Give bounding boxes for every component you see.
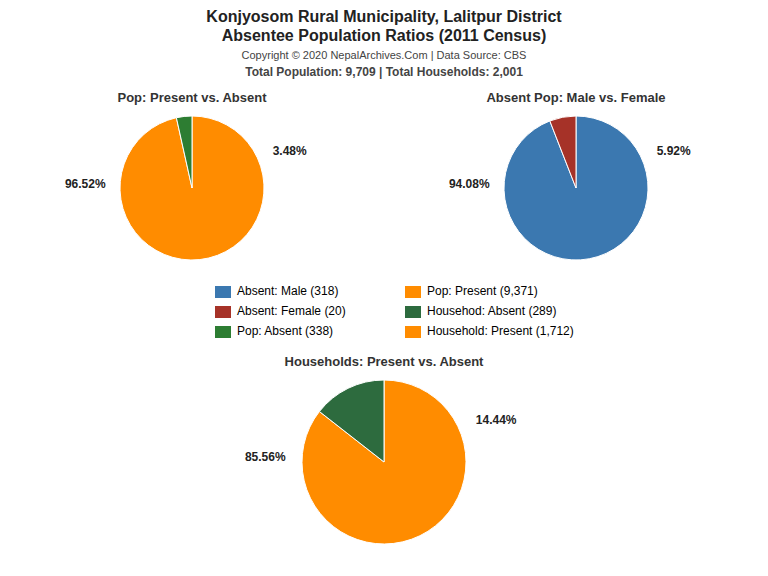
- legend-label: Househod: Absent (289): [427, 304, 556, 318]
- pie-chart: Pop: Present vs. Absent 96.52% 3.48%: [65, 90, 307, 260]
- pie-slice: [550, 116, 576, 188]
- chart-title: Pop: Present vs. Absent: [117, 90, 267, 105]
- pie-slice: [302, 380, 466, 544]
- data-label: 94.08%: [449, 177, 490, 191]
- chart-title: Households: Present vs. Absent: [285, 354, 485, 369]
- data-label: 85.56%: [245, 450, 286, 464]
- annotation: Copyright © 2020 NepalArchives.Com | Dat…: [242, 49, 527, 61]
- pie-slice: [120, 116, 264, 260]
- legend-label: Pop: Absent (338): [237, 324, 333, 338]
- data-label: 96.52%: [65, 177, 106, 191]
- annotation: Total Population: 9,709 | Total Househol…: [245, 65, 523, 79]
- legend-swatch: [215, 286, 231, 298]
- chart-root: Konjyosom Rural Municipality, Lalitpur D…: [0, 0, 768, 576]
- chart-title: Absent Pop: Male vs. Female: [486, 90, 665, 105]
- data-label: 14.44%: [476, 413, 517, 427]
- legend-swatch: [405, 306, 421, 318]
- legend-swatch: [215, 326, 231, 338]
- data-label: 5.92%: [657, 144, 691, 158]
- pie-chart: Households: Present vs. Absent 85.56% 14.4…: [245, 354, 517, 544]
- legend: Absent: Male (318) Absent: Female (20) Pop…: [215, 284, 574, 338]
- legend-label: Absent: Female (20): [237, 304, 346, 318]
- legend-label: Absent: Male (318): [237, 284, 338, 298]
- legend-swatch: [405, 326, 421, 338]
- legend-swatch: [405, 286, 421, 298]
- slices: [120, 116, 264, 260]
- legend-label: Household: Present (1,712): [427, 324, 574, 338]
- pie-slice: [504, 116, 648, 260]
- pie-slice: [319, 380, 384, 462]
- subtitle: Absentee Population Ratios (2011 Census): [222, 27, 547, 44]
- slices: [504, 116, 648, 260]
- legend-swatch: [215, 306, 231, 318]
- pie-chart: Absent Pop: Male vs. Female 94.08% 5.92%: [449, 90, 691, 260]
- data-label: 3.48%: [273, 144, 307, 158]
- slices: [302, 380, 466, 544]
- pie-slice: [176, 116, 192, 188]
- title: Konjyosom Rural Municipality, Lalitpur D…: [206, 8, 562, 25]
- legend-label: Pop: Present (9,371): [427, 284, 538, 298]
